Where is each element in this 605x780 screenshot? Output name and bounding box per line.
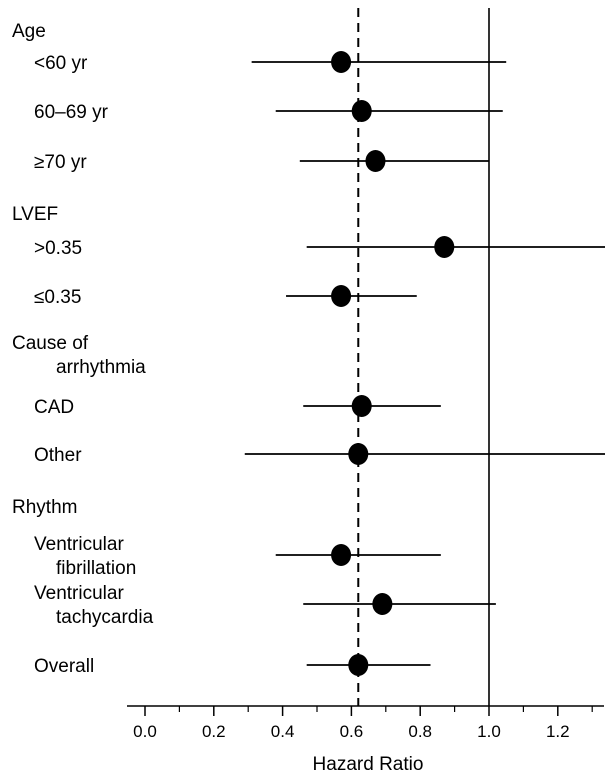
group-header: Rhythm <box>12 497 77 518</box>
forest-row: ≤0.35 <box>34 285 417 308</box>
group-header: Cause of arrhythmia <box>12 333 146 378</box>
estimate-point <box>331 544 352 566</box>
row-label: ≥70 yr <box>34 152 87 173</box>
estimate-point <box>348 654 369 676</box>
x-tick-label: 0.0 <box>133 722 157 741</box>
row-label: 60–69 yr <box>34 102 109 123</box>
forest-row: Ventricular tachycardia <box>34 583 496 628</box>
x-tick-label: 1.0 <box>477 722 501 741</box>
forest-row: >0.35 <box>34 236 605 259</box>
row-label: CAD <box>34 397 74 418</box>
x-axis: 0.00.20.40.60.81.01.21.41.6 <box>127 705 604 741</box>
forest-row: <60 yr <box>34 51 507 74</box>
group-label: Age <box>12 21 46 42</box>
estimate-point <box>331 51 352 73</box>
estimate-point <box>331 285 352 307</box>
x-tick-label: 0.6 <box>340 722 364 741</box>
forest-row: CAD <box>34 395 441 418</box>
row-label: Overall <box>34 656 94 677</box>
estimate-point <box>351 100 372 122</box>
row-label: Other <box>34 445 82 466</box>
group-header: Age <box>12 21 46 42</box>
row-label: >0.35 <box>34 238 82 259</box>
estimate-point <box>351 395 372 417</box>
row-label: fibrillation <box>56 558 136 579</box>
forest-row: Ventricular fibrillation <box>34 534 441 579</box>
row-label: ≤0.35 <box>34 287 81 308</box>
row-label: <60 yr <box>34 53 88 74</box>
x-tick-label: 1.2 <box>546 722 570 741</box>
group-label: LVEF <box>12 204 58 225</box>
forest-row: Other <box>34 443 605 466</box>
forest-row: ≥70 yr <box>34 150 489 173</box>
group-label: Cause of <box>12 333 89 354</box>
forest-row: Overall <box>34 654 431 677</box>
rows-layer: Age <60 yr 60–69 yr ≥70 yr LVEF >0.35 ≤0.35 Cau… <box>12 8 605 706</box>
x-tick-label: 0.4 <box>271 722 295 741</box>
group-header: LVEF <box>12 204 58 225</box>
x-tick-label: 0.8 <box>408 722 432 741</box>
estimate-point <box>372 593 393 615</box>
forest-row: 60–69 yr <box>34 100 503 123</box>
group-label: Rhythm <box>12 497 77 518</box>
estimate-point <box>365 150 386 172</box>
x-tick-label: 0.2 <box>202 722 226 741</box>
row-label: Ventricular <box>34 583 124 604</box>
estimate-point <box>348 443 369 465</box>
row-label: Ventricular <box>34 534 124 555</box>
estimate-point <box>434 236 455 258</box>
group-label: arrhythmia <box>56 357 146 378</box>
x-axis-title: Hazard Ratio <box>313 754 424 775</box>
row-label: tachycardia <box>56 607 154 628</box>
